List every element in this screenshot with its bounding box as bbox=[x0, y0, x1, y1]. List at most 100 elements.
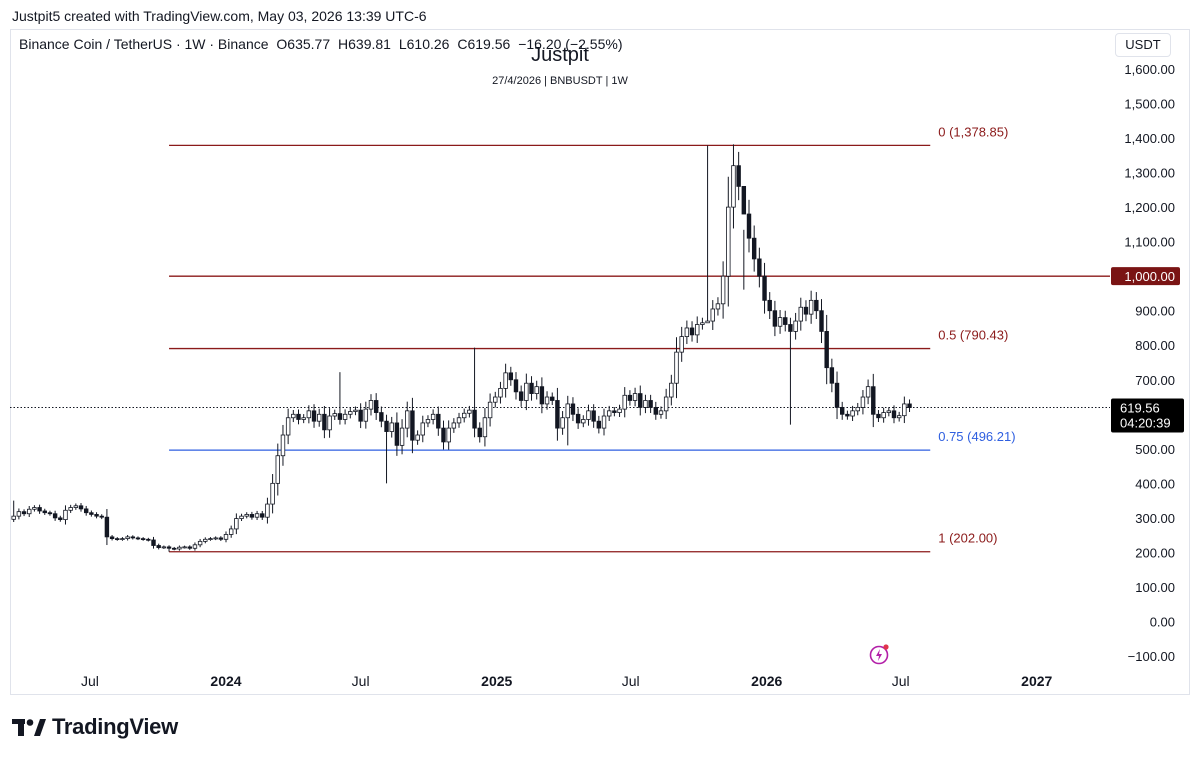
y-tick-label: 900.00 bbox=[1135, 304, 1175, 319]
x-tick-label: Jul bbox=[81, 673, 99, 689]
candle-body bbox=[177, 546, 182, 550]
candle-body bbox=[824, 331, 829, 369]
candle-body bbox=[291, 413, 296, 419]
candle-body bbox=[902, 403, 907, 417]
candle-body bbox=[808, 299, 814, 315]
candle-body bbox=[52, 513, 58, 519]
ohlc-change: −16.20 (−2.55%) bbox=[518, 36, 623, 52]
currency-unit-button[interactable]: USDT bbox=[1115, 33, 1171, 57]
candle-body bbox=[27, 508, 32, 515]
candle-body bbox=[228, 528, 234, 535]
candle-body bbox=[663, 396, 669, 412]
candle-body bbox=[405, 410, 410, 429]
candle-body bbox=[161, 546, 167, 549]
candle-body bbox=[700, 322, 705, 325]
candle-body bbox=[16, 511, 22, 517]
candle-body bbox=[840, 406, 845, 415]
candle-body bbox=[99, 515, 104, 518]
candle-body bbox=[627, 394, 633, 401]
candle-body bbox=[317, 413, 322, 422]
candle-body bbox=[555, 400, 560, 429]
candle-body bbox=[410, 410, 415, 441]
candle-body bbox=[327, 415, 332, 431]
candle-body bbox=[234, 518, 239, 530]
current-price-badge bbox=[1111, 398, 1184, 433]
lightning-icon[interactable] bbox=[869, 643, 891, 665]
candle-body bbox=[508, 372, 514, 381]
ohlc-close: C619.56 bbox=[457, 36, 511, 52]
candle-body bbox=[213, 537, 218, 540]
candle-body bbox=[218, 537, 224, 540]
candle-body bbox=[322, 413, 327, 431]
fib-level-label: 0.75 (496.21) bbox=[938, 429, 1015, 444]
candle-body bbox=[643, 400, 648, 408]
candle-body bbox=[384, 420, 389, 432]
candle-body bbox=[638, 393, 643, 408]
candle-body bbox=[907, 403, 912, 408]
candle-body bbox=[529, 382, 534, 394]
candle-body bbox=[788, 324, 793, 332]
symbol-name[interactable]: Binance Coin / TetherUS · 1W · Binance bbox=[19, 36, 269, 52]
y-tick-label: 700.00 bbox=[1135, 373, 1175, 388]
candle-body bbox=[591, 410, 596, 422]
candle-body bbox=[865, 386, 871, 398]
watermark-subtitle: 27/4/2026 | BNBUSDT | 1W bbox=[492, 75, 628, 87]
y-tick-label: 1,400.00 bbox=[1124, 131, 1175, 146]
current-price-value: 619.56 bbox=[1120, 401, 1160, 416]
candle-body bbox=[78, 505, 84, 510]
candle-body bbox=[368, 400, 374, 410]
y-tick-label: 200.00 bbox=[1135, 545, 1175, 560]
candle-body bbox=[612, 410, 617, 413]
candle-body bbox=[850, 410, 855, 417]
candle-body bbox=[544, 396, 550, 405]
candle-body bbox=[653, 406, 659, 415]
candle-body bbox=[265, 503, 270, 518]
candle-body bbox=[11, 515, 16, 520]
candle-body bbox=[632, 393, 638, 401]
candle-body bbox=[166, 546, 172, 549]
candle-body bbox=[332, 413, 337, 417]
candle-body bbox=[363, 408, 369, 422]
candle-body bbox=[814, 299, 819, 312]
candle-body bbox=[430, 413, 436, 420]
candle-body bbox=[446, 427, 451, 443]
candle-body bbox=[834, 382, 840, 408]
candle-body bbox=[125, 536, 130, 540]
candle-body bbox=[467, 409, 472, 414]
candle-body bbox=[715, 303, 721, 310]
x-tick-label: 2026 bbox=[751, 673, 782, 689]
candle-body bbox=[669, 382, 674, 398]
candle-body bbox=[436, 413, 441, 429]
candle-body bbox=[736, 165, 741, 187]
candle-body bbox=[871, 386, 876, 415]
candle-body bbox=[109, 536, 115, 540]
x-tick-label: 2024 bbox=[210, 673, 241, 689]
y-tick-label: −100.00 bbox=[1128, 649, 1175, 664]
candle-body bbox=[487, 401, 493, 419]
candle-body bbox=[720, 275, 726, 305]
candle-body bbox=[58, 517, 63, 521]
candle-body bbox=[120, 538, 125, 540]
candle-body bbox=[254, 513, 260, 518]
symbol-legend[interactable]: Binance Coin / TetherUS · 1W · Binance O… bbox=[19, 36, 626, 52]
candle-body bbox=[156, 545, 161, 548]
watermark-title: Justpit bbox=[531, 44, 589, 66]
candle-body bbox=[477, 427, 482, 438]
candle-body bbox=[115, 538, 120, 540]
candle-body bbox=[441, 427, 446, 443]
candle-body bbox=[104, 516, 110, 538]
candle-body bbox=[648, 400, 653, 408]
candle-body bbox=[845, 413, 850, 417]
tradingview-brand[interactable]: TradingView bbox=[12, 714, 178, 740]
candle-body bbox=[182, 546, 187, 549]
candle-body bbox=[726, 206, 731, 277]
candle-body bbox=[855, 406, 860, 412]
candle-body bbox=[674, 351, 679, 384]
x-tick-label: Jul bbox=[352, 673, 370, 689]
y-tick-label: 300.00 bbox=[1135, 511, 1175, 526]
candle-body bbox=[94, 514, 99, 517]
candle-body bbox=[353, 409, 358, 412]
y-tick-label: 1,100.00 bbox=[1124, 235, 1175, 250]
candle-body bbox=[420, 422, 425, 436]
